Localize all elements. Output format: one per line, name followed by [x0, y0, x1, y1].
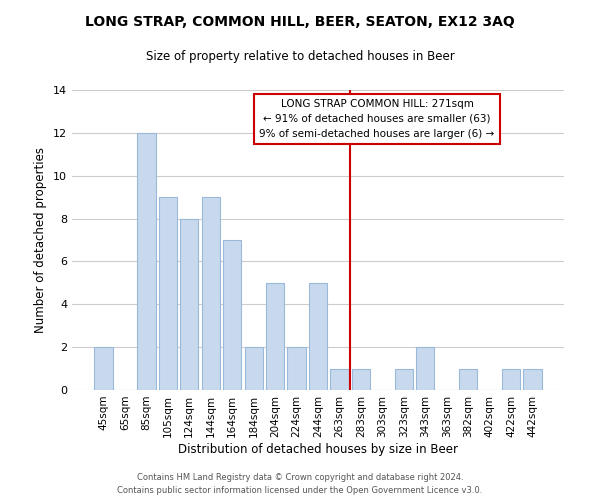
- Bar: [309, 283, 327, 390]
- Bar: [159, 197, 177, 390]
- Bar: [245, 347, 263, 390]
- Bar: [287, 347, 305, 390]
- Bar: [137, 133, 155, 390]
- Bar: [502, 368, 520, 390]
- Bar: [94, 347, 113, 390]
- Text: LONG STRAP COMMON HILL: 271sqm
← 91% of detached houses are smaller (63)
9% of s: LONG STRAP COMMON HILL: 271sqm ← 91% of …: [259, 99, 494, 138]
- Bar: [395, 368, 413, 390]
- Text: Size of property relative to detached houses in Beer: Size of property relative to detached ho…: [146, 50, 454, 63]
- Bar: [416, 347, 434, 390]
- Bar: [459, 368, 477, 390]
- Bar: [223, 240, 241, 390]
- Y-axis label: Number of detached properties: Number of detached properties: [34, 147, 47, 333]
- Bar: [523, 368, 542, 390]
- Bar: [331, 368, 349, 390]
- X-axis label: Distribution of detached houses by size in Beer: Distribution of detached houses by size …: [178, 442, 458, 456]
- Bar: [352, 368, 370, 390]
- Bar: [180, 218, 199, 390]
- Text: LONG STRAP, COMMON HILL, BEER, SEATON, EX12 3AQ: LONG STRAP, COMMON HILL, BEER, SEATON, E…: [85, 15, 515, 29]
- Text: Contains public sector information licensed under the Open Government Licence v3: Contains public sector information licen…: [118, 486, 482, 495]
- Bar: [202, 197, 220, 390]
- Text: Contains HM Land Registry data © Crown copyright and database right 2024.: Contains HM Land Registry data © Crown c…: [137, 474, 463, 482]
- Bar: [266, 283, 284, 390]
